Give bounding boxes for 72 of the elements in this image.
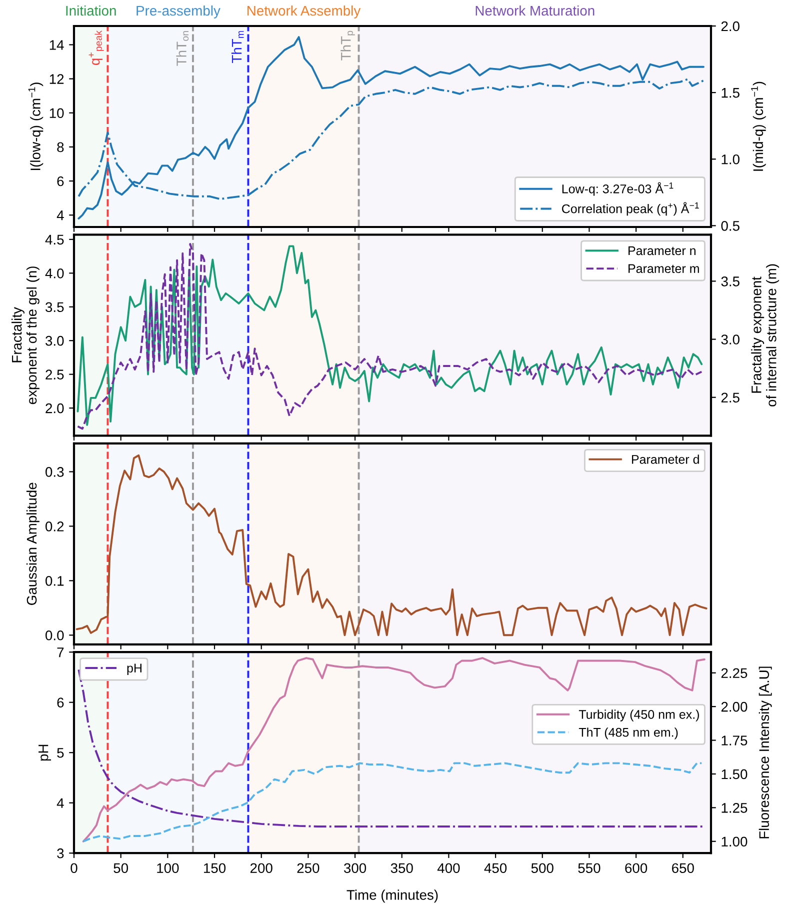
x-tick-label: 600 [625,863,648,874]
ref-line-label: q$^{+}$$_{peak}$ [88,30,104,65]
y2-tick-label: 1.25 [722,803,748,813]
band-label: Network Assembly [248,5,361,18]
y2-tick-label: 2.25 [721,668,748,678]
legend-label: Low-q: 3.27e-03 Å$^{−1}$ [562,182,674,196]
legend-label: Correlation peak (q$^{+}$) Å$^{−1}$ [562,202,699,216]
y-tick-label: 3.5 [46,302,64,312]
y-tick-label: 10 [50,108,64,118]
y-axis-title: Gaussian Amplitude [26,482,40,605]
x-tick-label: 200 [250,863,272,874]
y2-tick-label: 2.00 [721,702,748,712]
y-tick-label: 0.1 [46,576,64,586]
legend-label: pH [127,664,142,675]
x-tick-label: 450 [484,863,507,874]
y-tick-label: 4 [56,210,64,220]
x-axis-title: Time (minutes) [346,890,438,903]
y-tick-label: 0.2 [46,522,64,532]
x-tick-label: 350 [390,863,413,874]
y2-tick-label: 1.50 [722,769,748,780]
y2-tick-label: 0.5 [721,221,740,231]
y2-tick-label: 1.5 [722,88,740,98]
y-tick-label: 4.5 [45,234,64,245]
y2-tick-label: 1.0 [722,154,740,164]
band-label: Initiation [66,5,116,16]
x-tick-label: 500 [531,863,554,874]
y2-tick-label: 3.0 [721,334,740,344]
y-tick-label: 0.0 [46,630,64,640]
y-tick-label: 14 [50,40,64,50]
legend-label: Parameter d [632,454,699,464]
y-tick-label: 6 [57,698,64,708]
band-label: Pre-assembly [136,5,220,18]
y2-tick-label: 2.0 [721,21,740,32]
legend-label: ThT (485 nm em.) [578,728,678,740]
x-tick-label: 300 [344,863,366,874]
y-tick-label: 2.5 [46,370,64,380]
y-axis-title: I(low-q) (cm$^{−1}$) [28,82,44,170]
x-tick-label: 150 [204,863,226,874]
ref-line-label: ThT$_{m}$ [231,31,244,64]
y2-axis-title: Fluorescence Intensity [A.U] [758,666,772,838]
y-tick-label: 4.0 [45,268,64,278]
y-axis-title: pH [38,744,51,761]
y-tick-label: 7 [57,648,64,658]
y-tick-label: 8 [57,142,64,152]
legend-label: Turbidity (450 nm ex.) [578,710,699,722]
y-tick-label: 2.0 [46,403,64,414]
y-tick-label: 12 [50,74,64,84]
y-tick-label: 6 [57,176,64,186]
y-axis-title: Fractality exponent of the gel (n) [12,266,40,404]
x-tick-label: 650 [672,863,694,874]
x-tick-label: 0 [70,863,78,874]
x-tick-label: 400 [437,863,460,874]
band-label: Network Maturation [476,5,594,16]
x-tick-label: 250 [297,863,320,874]
y-tick-label: 0.3 [46,467,64,477]
x-tick-label: 50 [114,863,128,874]
y-tick-label: 3 [57,848,64,858]
y2-tick-label: 1.75 [722,736,748,746]
y-tick-label: 3.0 [46,336,64,346]
legend-label: Parameter n [628,246,696,256]
y2-tick-label: 2.5 [721,392,740,403]
x-tick-label: 100 [157,863,179,874]
y-tick-label: 5 [57,748,64,758]
ref-line-label: ThT$_{p}$ [340,30,355,60]
y2-tick-label: 1.00 [722,836,748,847]
y2-tick-label: 3.5 [721,276,740,286]
legend-label: Parameter m [628,264,699,274]
ref-line-label: ThT$_{on}$ [176,31,189,66]
y2-axis-title: Fractality exponent of internal structure (m) [751,264,780,406]
y2-axis-title: I(mid-q) (cm$^{−1}$) [751,82,766,171]
x-tick-label: 550 [578,863,600,874]
y-tick-label: 4 [56,798,64,808]
